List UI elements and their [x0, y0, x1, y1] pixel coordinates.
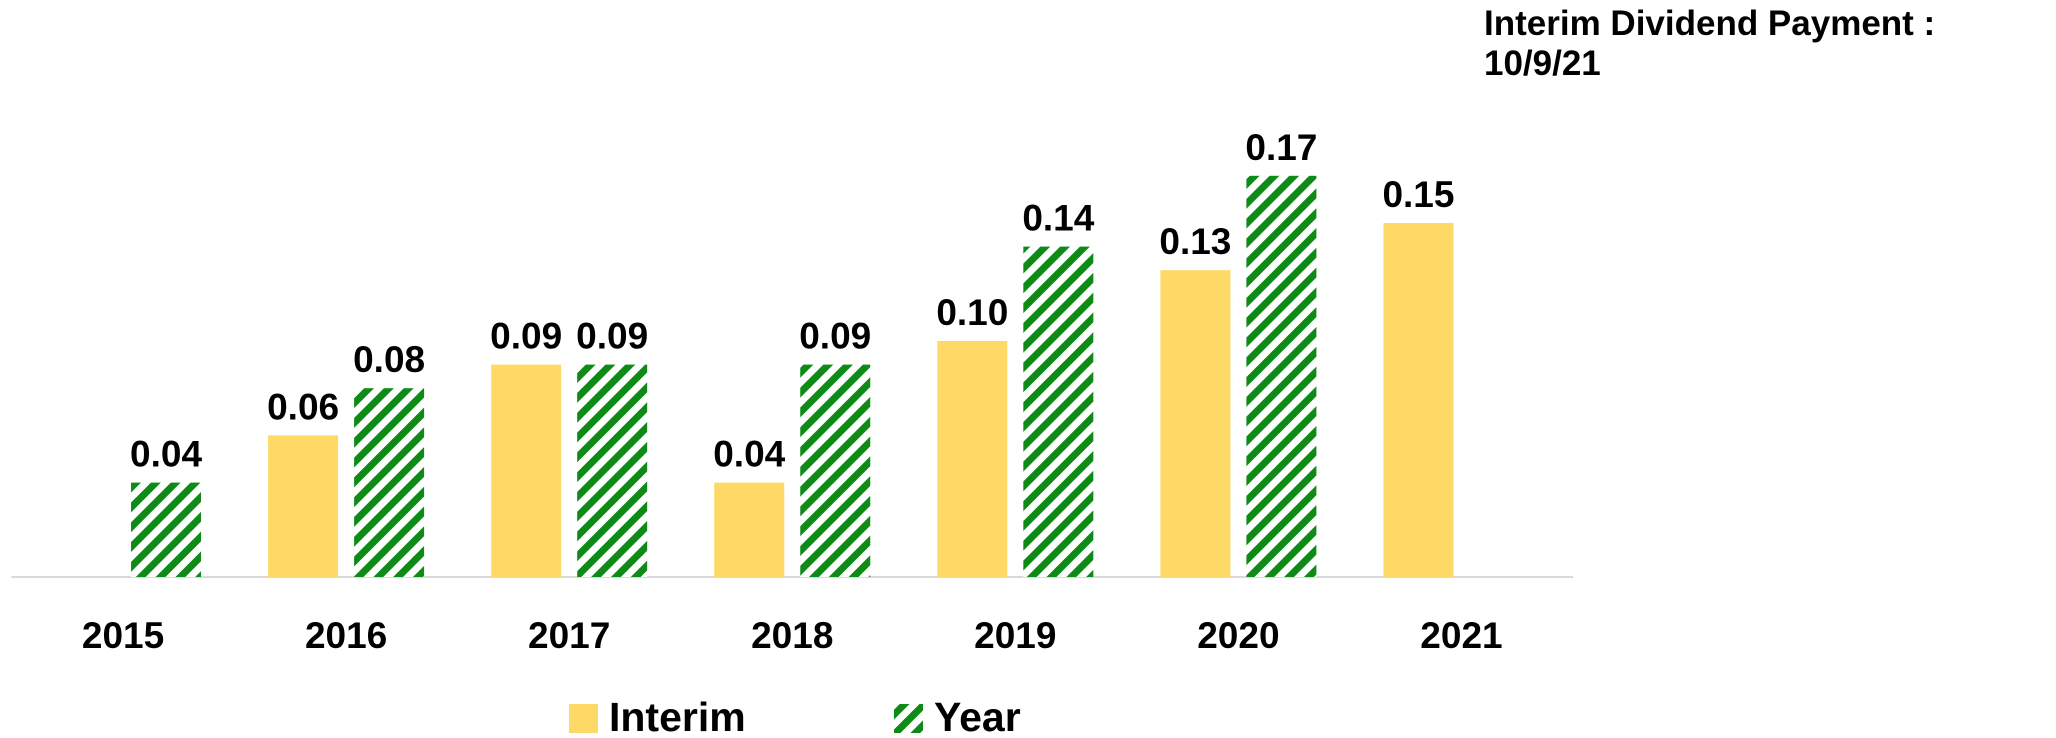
x-tick-label: 2016 [305, 615, 387, 656]
data-label: 0.15 [1382, 174, 1454, 215]
data-label: 0.13 [1159, 221, 1231, 262]
x-tick-label: 2017 [528, 615, 610, 656]
bar [268, 435, 339, 577]
legend-label: Year [934, 694, 1021, 738]
annotation: Interim Dividend Payment : 10/9/21 [1484, 4, 1936, 83]
data-label: 0.04 [713, 434, 785, 475]
bar [714, 482, 785, 577]
bar [800, 364, 871, 577]
x-tick-label: 2015 [82, 615, 164, 656]
data-label: 0.09 [576, 316, 648, 357]
bar [1160, 270, 1231, 577]
data-label: 0.08 [353, 339, 425, 380]
bar [131, 482, 202, 577]
data-label: 0.14 [1022, 198, 1094, 239]
bar [1023, 246, 1094, 577]
x-tick-label: 2018 [751, 615, 833, 656]
data-label: 0.09 [799, 316, 871, 357]
x-tick-label: 2021 [1420, 615, 1502, 656]
x-tick-label: 2019 [974, 615, 1056, 656]
bar [1383, 223, 1454, 577]
data-label: 0.17 [1245, 127, 1317, 168]
bar [354, 388, 425, 577]
legend-label: Interim [609, 694, 746, 738]
bar [937, 341, 1008, 577]
data-label: 0.04 [130, 434, 202, 475]
data-label: 0.10 [936, 292, 1008, 333]
legend-swatch [894, 704, 923, 733]
data-label: 0.09 [490, 316, 562, 357]
bar [1246, 175, 1317, 578]
bar [491, 364, 562, 577]
legend-swatch [569, 704, 598, 733]
x-tick-label: 2020 [1197, 615, 1279, 656]
bar [577, 364, 648, 577]
data-label: 0.06 [267, 386, 339, 427]
